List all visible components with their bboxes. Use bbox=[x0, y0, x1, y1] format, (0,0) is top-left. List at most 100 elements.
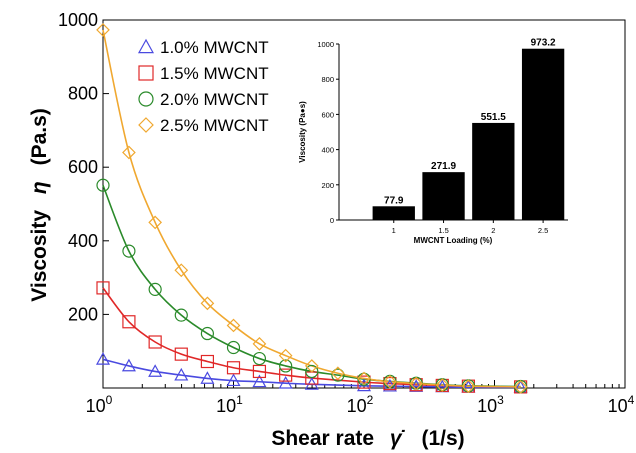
y-tick-label: 200 bbox=[68, 304, 98, 324]
y-tick-label: 400 bbox=[68, 231, 98, 251]
triangle-marker bbox=[174, 367, 189, 381]
triangle-marker bbox=[226, 373, 241, 387]
inset-y-tick-label: 200 bbox=[321, 181, 334, 190]
legend-label: 2.5% MWCNT bbox=[160, 116, 269, 135]
series-fit-line bbox=[102, 358, 521, 389]
x-tick-label: 100 bbox=[86, 393, 113, 416]
diamond-marker bbox=[174, 263, 189, 278]
inset-y-tick-label: 600 bbox=[321, 110, 334, 119]
x-tick-label: 102 bbox=[347, 393, 374, 416]
svg-text:Viscosity η (Pa.s): Viscosity η (Pa.s) bbox=[28, 108, 51, 302]
diamond-marker bbox=[435, 378, 450, 392]
inset-x-tick-label: 2.5 bbox=[538, 226, 548, 235]
y-axis-title: Viscosity η (Pa.s) bbox=[28, 108, 51, 302]
y-axis-unit: (Pa.s) bbox=[28, 108, 51, 165]
square-marker bbox=[226, 361, 241, 375]
inset-y-tick-label: 800 bbox=[321, 75, 334, 84]
inset-x-tick-label: 1 bbox=[392, 226, 396, 235]
circle-marker bbox=[122, 244, 136, 258]
inset-y-axis-title: Viscosity (Pa●s) bbox=[298, 101, 307, 163]
diamond-marker bbox=[138, 117, 154, 133]
inset-x-tick-label: 1.5 bbox=[438, 226, 448, 235]
inset-bar bbox=[521, 48, 565, 221]
inset-bar bbox=[472, 122, 515, 220]
square-marker bbox=[357, 375, 371, 389]
circle-marker bbox=[331, 368, 345, 382]
inset-y-tick-label: 400 bbox=[321, 146, 334, 155]
diamond-marker bbox=[304, 359, 319, 373]
x-tick-exponent: 2 bbox=[367, 393, 374, 407]
square-marker bbox=[279, 368, 293, 382]
y-axis-label: Viscosity bbox=[28, 210, 51, 302]
circle-marker bbox=[174, 308, 188, 322]
triangle-marker bbox=[200, 371, 215, 384]
circle-marker bbox=[226, 340, 241, 355]
triangle-marker bbox=[121, 358, 136, 372]
diamond-marker bbox=[331, 366, 345, 381]
x-tick-base: 10 bbox=[86, 396, 106, 416]
legend: 1.0% MWCNT 1.5% MWCNT 2.0% MWCNT 2.5% MWCNT bbox=[137, 38, 269, 135]
inset-x-tick-label: 2 bbox=[491, 226, 495, 235]
x-tick-base: 10 bbox=[347, 396, 367, 416]
triangle-marker bbox=[137, 38, 155, 54]
diamond-marker bbox=[513, 380, 528, 394]
x-tick-label: 101 bbox=[216, 393, 243, 416]
diamond-marker bbox=[252, 336, 267, 351]
inset-bar-value-label: 271.9 bbox=[431, 161, 456, 172]
inset-bar-chart: 0 200 400 600 800 1000 77.9 1 271.9 1.5 551.5 2 973… bbox=[298, 38, 568, 245]
triangle-marker bbox=[95, 352, 111, 365]
inset-y-tick-label: 1000 bbox=[317, 40, 334, 49]
series-fit-line bbox=[102, 29, 521, 388]
inset-bar bbox=[372, 206, 415, 220]
diamond-marker bbox=[409, 376, 424, 391]
diamond-marker bbox=[148, 215, 163, 230]
x-tick-base: 10 bbox=[608, 396, 628, 416]
square-marker bbox=[96, 281, 110, 295]
diamond-marker bbox=[200, 296, 215, 311]
diamond-marker bbox=[278, 348, 293, 363]
diamond-marker bbox=[383, 374, 397, 389]
inset-bar-value-label: 551.5 bbox=[481, 112, 506, 123]
square-marker bbox=[138, 65, 154, 81]
x-axis-label: Shear rate bbox=[271, 427, 374, 450]
diamond-marker bbox=[226, 318, 241, 333]
triangle-marker bbox=[278, 375, 293, 389]
x-tick-label: 103 bbox=[477, 393, 504, 416]
circle-marker bbox=[305, 364, 319, 379]
x-tick-label: 104 bbox=[608, 393, 635, 416]
x-tick-exponent: 0 bbox=[106, 393, 113, 407]
y-tick-label: 1000 bbox=[58, 10, 98, 30]
y-tick-label: 600 bbox=[68, 157, 98, 177]
x-tick-exponent: 3 bbox=[497, 393, 504, 407]
x-axis-title: Shear rate γ̇ (1/s) bbox=[271, 427, 464, 450]
square-marker bbox=[122, 315, 136, 329]
y-tick-label: 800 bbox=[68, 84, 98, 104]
circle-marker bbox=[279, 359, 293, 373]
square-marker bbox=[200, 354, 215, 369]
y-axis-symbol: η bbox=[28, 181, 51, 194]
x-tick-base: 10 bbox=[216, 396, 236, 416]
legend-label: 1.5% MWCNT bbox=[160, 64, 269, 83]
inset-x-axis-title: MWCNT Loading (%) bbox=[414, 236, 493, 245]
inset-bar-value-label: 973.2 bbox=[531, 38, 556, 49]
legend-label: 1.0% MWCNT bbox=[160, 38, 269, 57]
triangle-marker bbox=[356, 378, 372, 392]
legend-label: 2.0% MWCNT bbox=[160, 90, 269, 109]
square-marker bbox=[252, 364, 267, 379]
circle-marker bbox=[252, 351, 267, 366]
square-marker bbox=[174, 347, 188, 361]
circle-marker bbox=[96, 178, 110, 192]
square-marker bbox=[148, 335, 162, 349]
diamond-marker bbox=[96, 23, 110, 37]
inset-bar-value-label: 77.9 bbox=[384, 195, 404, 206]
triangle-marker bbox=[252, 374, 267, 388]
diamond-marker bbox=[122, 145, 136, 160]
x-tick-base: 10 bbox=[477, 396, 497, 416]
x-tick-exponent: 4 bbox=[628, 393, 635, 407]
inset-bar bbox=[422, 172, 465, 220]
circle-marker bbox=[200, 326, 215, 341]
x-axis-unit: (1/s) bbox=[421, 427, 464, 450]
triangle-marker bbox=[148, 364, 163, 377]
x-tick-exponent: 1 bbox=[236, 393, 243, 407]
